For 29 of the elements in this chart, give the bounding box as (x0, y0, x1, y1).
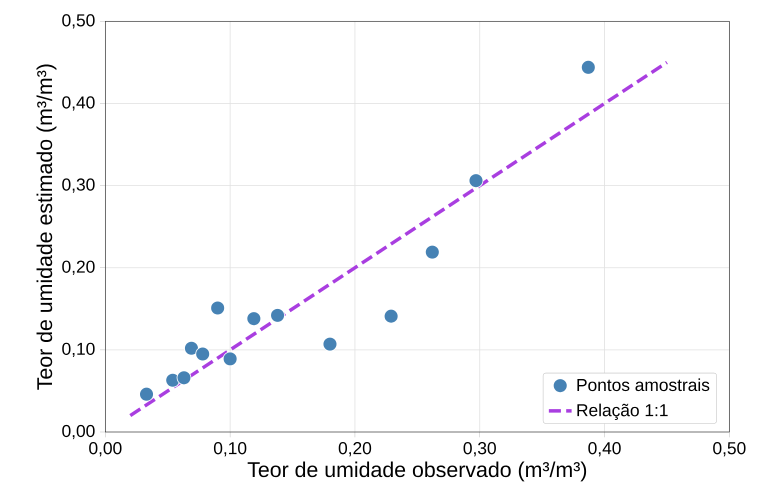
y-tick-label: 0,30 (62, 178, 95, 193)
y-tick-label: 0,40 (62, 96, 95, 111)
y-axis-title: Teor de umidade estimado (m³/m³) (36, 64, 56, 390)
x-tick-label: 0,30 (464, 442, 496, 456)
x-axis-title: Teor de umidade observado (m³/m³) (248, 462, 586, 482)
y-tick-label: 0,00 (62, 424, 95, 440)
point (468, 173, 484, 188)
point (184, 340, 199, 356)
point (222, 352, 238, 366)
point (246, 311, 262, 326)
point (322, 336, 338, 352)
x-tick-label: 0,00 (89, 442, 122, 456)
x-tick-label: 0,10 (214, 442, 246, 456)
point (139, 386, 154, 402)
legend-label: Relação 1:1 (577, 404, 668, 420)
y-tick-label: 0,50 (62, 14, 95, 28)
point (580, 60, 596, 75)
point (210, 300, 225, 316)
x-tick-label: 0,20 (338, 442, 372, 456)
y-tick-label: 0,10 (62, 342, 95, 358)
point (176, 370, 192, 386)
point (270, 308, 285, 323)
point (424, 244, 440, 260)
x-tick-label: 0,50 (713, 442, 746, 456)
x-tick-label: 0,40 (588, 442, 621, 456)
point (195, 346, 210, 362)
legend-label: Pontos amostrais (577, 378, 710, 392)
y-tick-label: 0,20 (62, 260, 95, 275)
point (384, 308, 398, 324)
